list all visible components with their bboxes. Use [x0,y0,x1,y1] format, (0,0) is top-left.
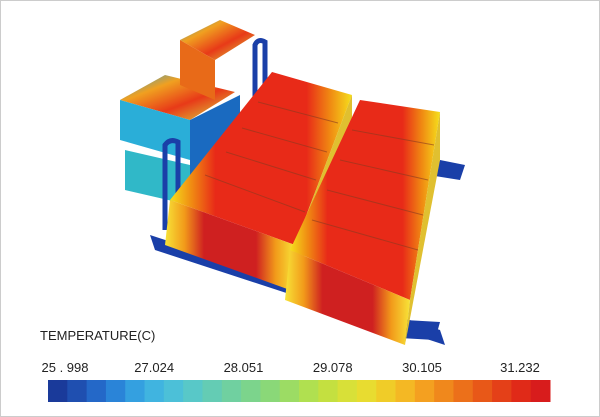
colorbar-cell [434,380,454,402]
colorbar-cell [492,380,512,402]
colorbar-cell [183,380,203,402]
colorbar-cell [86,380,107,402]
colorbar-cell [337,380,358,402]
colorbar-cell [105,380,126,402]
colorbar-cell [279,380,300,402]
colorbar-cell [511,380,532,402]
tick-label: 31.232 [500,360,540,375]
colorbar-cell [144,380,165,402]
colorbar-cell [472,380,493,402]
colorbar-cell [67,380,88,402]
colorbar-cell [414,380,435,402]
colorbar-cell [299,380,319,402]
colorbar [48,380,551,402]
legend-title: TEMPERATURE(C) [40,328,155,343]
colorbar-cell [260,380,281,402]
colorbar-cell [125,380,146,402]
tick-label: 27.024 [134,360,174,375]
model [120,20,465,345]
tick-label: 30.105 [402,360,442,375]
colorbar-cell [356,380,377,402]
tick-label: 25 . 998 [42,360,89,375]
colorbar-cell [221,380,242,402]
colorbar-cell [376,380,397,402]
colorbar-cell [530,380,551,402]
colorbar-cell [163,380,184,402]
colorbar-ticks: 25 . 998 27.024 28.051 29.078 30.105 31.232 [42,360,540,375]
colorbar-cell [48,380,68,402]
colorbar-cell [202,380,223,402]
colorbar-cell [241,380,261,402]
colorbar-cell [395,380,416,402]
tick-label: 28.051 [224,360,264,375]
colorbar-cell [318,380,339,402]
colorbar-cell [453,380,474,402]
tick-label: 29.078 [313,360,353,375]
